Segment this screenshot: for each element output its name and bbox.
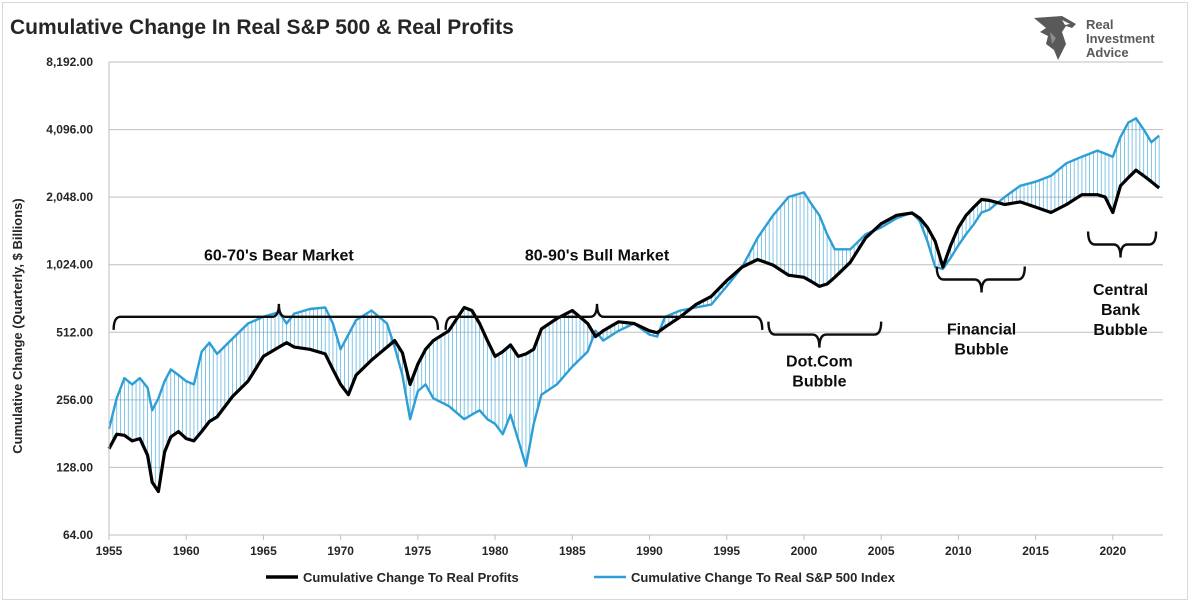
annotation-layer: 60-70's Bear Market 80-90's Bull Market Do…: [112, 231, 1158, 391]
y-tick-label: 8,192.00: [46, 55, 93, 69]
x-tick-label: 2010: [945, 544, 972, 558]
annotation-bracket: [1086, 231, 1158, 258]
x-tick-label: 1960: [173, 544, 200, 558]
x-tick-label: 1955: [96, 544, 123, 558]
y-tick-label: 256.00: [56, 393, 93, 407]
x-tick-label: 1985: [559, 544, 586, 558]
annotation-bracket: [112, 303, 440, 330]
series-line-real-profits: [107, 168, 1161, 494]
y-tick-label: 1,024.00: [46, 258, 93, 272]
x-tick-label: 2000: [791, 544, 818, 558]
annotation-label: 60-70's Bear Market: [204, 248, 354, 265]
x-tick-label: 1995: [713, 544, 740, 558]
annotation-bracket: [444, 303, 764, 330]
annotation-label: Bubble: [1093, 322, 1147, 339]
y-tick-label: 2,048.00: [46, 190, 93, 204]
annotation-label: Bubble: [954, 342, 1008, 359]
series-line-real-sp500: [107, 117, 1160, 468]
axis-layer: 64.00 128.00 256.00 512.00 1,024.00 2,048.00 4…: [46, 55, 1163, 558]
x-tick-label: 1965: [250, 544, 277, 558]
y-axis-label: Cumulative Change (Quarterly, $ Billions…: [10, 198, 25, 453]
legend-layer: Cumulative Change To Real Profits Cumulat…: [266, 570, 896, 585]
y-tick-label: 4,096.00: [46, 123, 93, 137]
annotation-label: Financial: [947, 322, 1016, 339]
hatch-layer: [108, 118, 1160, 487]
x-tick-label: 2015: [1022, 544, 1049, 558]
x-tick-label: 2020: [1099, 544, 1126, 558]
eagle-icon: [1034, 16, 1076, 60]
y-tick-label: 512.00: [56, 325, 93, 339]
annotation-label: Bank: [1101, 302, 1140, 319]
grid-layer: [109, 61, 1163, 536]
annotation-label: 80-90's Bull Market: [525, 248, 670, 265]
legend-label: Cumulative Change To Real S&P 500 Index: [631, 570, 896, 585]
x-tick-label: 1970: [327, 544, 354, 558]
y-tick-label: 64.00: [63, 528, 93, 542]
x-tick-label: 1975: [405, 544, 432, 558]
annotation-label: Central: [1093, 282, 1148, 299]
x-tick-label: 2005: [868, 544, 895, 558]
company-logo: Real Investment Advice: [1032, 14, 1172, 64]
x-tick-label: 1990: [636, 544, 663, 558]
annotation-label: Bubble: [792, 374, 846, 391]
x-tick-label: 1980: [482, 544, 509, 558]
logo-text-line1: Real: [1086, 17, 1114, 32]
logo-text-line2: Investment: [1086, 31, 1155, 46]
legend-label: Cumulative Change To Real Profits: [303, 570, 519, 585]
logo-text-line3: Advice: [1086, 45, 1129, 60]
y-tick-label: 128.00: [56, 460, 93, 474]
annotation-bracket: [935, 266, 1026, 293]
series-layer: [107, 117, 1161, 494]
annotation-label: Dot.Com: [786, 354, 853, 371]
chart-title: Cumulative Change In Real S&P 500 & Real…: [10, 16, 514, 39]
annotation-bracket: [767, 321, 883, 348]
